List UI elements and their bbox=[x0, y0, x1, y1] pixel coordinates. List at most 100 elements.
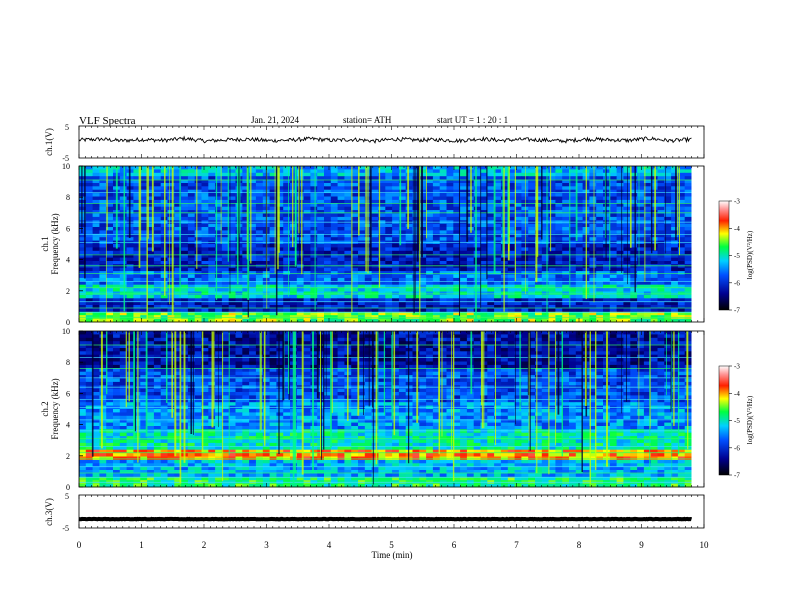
spectrogram-cell bbox=[194, 291, 202, 296]
spectrogram-cell bbox=[535, 305, 543, 309]
spectrogram-cell bbox=[242, 354, 250, 359]
spectrogram-cell bbox=[657, 216, 665, 221]
spectrogram-cell bbox=[453, 223, 461, 228]
spectrogram-cell bbox=[596, 254, 604, 258]
spectrogram-cell bbox=[589, 169, 597, 174]
spectrogram-cell bbox=[473, 344, 481, 349]
spectrogram-cell bbox=[167, 341, 175, 345]
spectrogram-cell bbox=[351, 318, 359, 323]
spectrogram-cell bbox=[194, 169, 202, 174]
spectrogram-cell bbox=[650, 271, 658, 275]
spectrogram-cell bbox=[249, 254, 257, 258]
spectrogram-cell bbox=[133, 294, 141, 299]
spectrogram-cell bbox=[392, 216, 400, 221]
spectrogram-cell bbox=[426, 305, 434, 309]
spectrogram-cell bbox=[99, 206, 107, 211]
spectrogram-cell bbox=[147, 354, 155, 359]
spectrogram-cell bbox=[385, 331, 393, 335]
spectrogram-cell bbox=[174, 206, 182, 211]
spectrogram-cell bbox=[269, 196, 277, 201]
spectrogram-cell bbox=[664, 166, 672, 170]
spectrogram-cell bbox=[92, 298, 100, 303]
spectrogram-cell bbox=[215, 257, 223, 262]
spectrogram-cell bbox=[215, 169, 223, 174]
spectrogram-cell bbox=[221, 166, 230, 170]
spectrogram-cell bbox=[255, 183, 264, 187]
spectrogram-cell bbox=[637, 196, 645, 201]
spectrogram-cell bbox=[153, 176, 162, 180]
spectrogram-cell bbox=[194, 216, 202, 221]
spectrogram-cell bbox=[174, 267, 182, 272]
spectrogram-cell bbox=[317, 227, 325, 231]
spectrogram-cell bbox=[174, 203, 182, 208]
spectrogram-cell bbox=[609, 199, 617, 204]
spectrogram-cell bbox=[521, 210, 529, 214]
spectrogram-cell bbox=[351, 337, 359, 342]
spectrogram-cell bbox=[603, 318, 611, 323]
spectrogram-cell bbox=[330, 291, 338, 296]
spectrogram-cell bbox=[514, 291, 522, 296]
spectrogram-cell bbox=[664, 186, 672, 191]
spectrogram-cell bbox=[439, 351, 447, 356]
spectrogram-cell bbox=[664, 193, 672, 197]
spectrogram-cell bbox=[398, 210, 407, 214]
spectrogram-cell bbox=[85, 305, 93, 309]
spectrogram-cell bbox=[637, 193, 645, 197]
spectrogram-cell bbox=[507, 271, 515, 275]
spectrogram-cell bbox=[221, 274, 230, 279]
spectrogram-cell bbox=[330, 247, 338, 252]
spectrogram-cell bbox=[460, 261, 468, 265]
spectrogram-cell bbox=[283, 281, 291, 286]
spectrogram-cell bbox=[650, 277, 658, 282]
spectrogram-cell bbox=[378, 284, 386, 289]
spectrogram-cell bbox=[344, 176, 352, 180]
spectrogram-cell bbox=[276, 311, 284, 316]
spectrogram-cell bbox=[276, 186, 284, 191]
spectrogram-cell bbox=[385, 337, 393, 342]
spectrogram-cell bbox=[562, 233, 570, 238]
spectrogram-cell bbox=[548, 271, 556, 275]
spectrogram-cell bbox=[235, 334, 243, 339]
spectrogram-cell bbox=[623, 179, 631, 184]
spectrogram-cell bbox=[487, 223, 495, 228]
spectrogram-cell bbox=[616, 227, 624, 231]
spectrogram-cell bbox=[466, 233, 475, 238]
spectrogram-cell bbox=[153, 203, 162, 208]
spectrogram-cell bbox=[378, 166, 386, 170]
spectrogram-cell bbox=[378, 331, 386, 335]
spectrogram-cell bbox=[215, 203, 223, 208]
spectrogram-cell bbox=[201, 341, 209, 345]
spectrogram-cell bbox=[324, 331, 332, 335]
spectrogram-cell bbox=[432, 311, 441, 316]
spectrogram-cell bbox=[344, 284, 352, 289]
spectrogram-cell bbox=[473, 274, 481, 279]
spectrogram-cell bbox=[466, 301, 475, 306]
spectrogram-cell bbox=[671, 227, 679, 231]
spectrogram-cell bbox=[85, 334, 93, 339]
spectrogram-cell bbox=[548, 305, 556, 309]
spectrogram-cell bbox=[480, 233, 488, 238]
spectrogram-cell bbox=[412, 288, 420, 292]
spectrogram-cell bbox=[677, 244, 686, 248]
spectrogram-cell bbox=[548, 261, 556, 265]
spectrogram-cell bbox=[480, 166, 488, 170]
spectrogram-cell bbox=[215, 305, 223, 309]
spectrogram-cell bbox=[235, 291, 243, 296]
spectrogram-cell bbox=[637, 244, 645, 248]
spectrogram-cell bbox=[385, 193, 393, 197]
spectrogram-cell bbox=[303, 351, 311, 356]
ytick-label: 8 bbox=[66, 193, 70, 202]
ch1-ytick-top: 5 bbox=[65, 123, 69, 132]
spectrogram-cell bbox=[609, 186, 617, 191]
spectrogram-cell bbox=[494, 267, 502, 272]
spectrogram-cell bbox=[140, 230, 148, 235]
spectrogram-cell bbox=[194, 230, 202, 235]
spectrogram-cell bbox=[174, 193, 182, 197]
spectrogram-cell bbox=[276, 294, 284, 299]
spectrogram-cell bbox=[330, 337, 338, 342]
spectrogram-cell bbox=[453, 193, 461, 197]
spectrogram-cell bbox=[371, 261, 379, 265]
spectrogram-cell bbox=[555, 305, 563, 309]
spectrogram-cell bbox=[255, 254, 264, 258]
spectrogram-cell bbox=[303, 176, 311, 180]
